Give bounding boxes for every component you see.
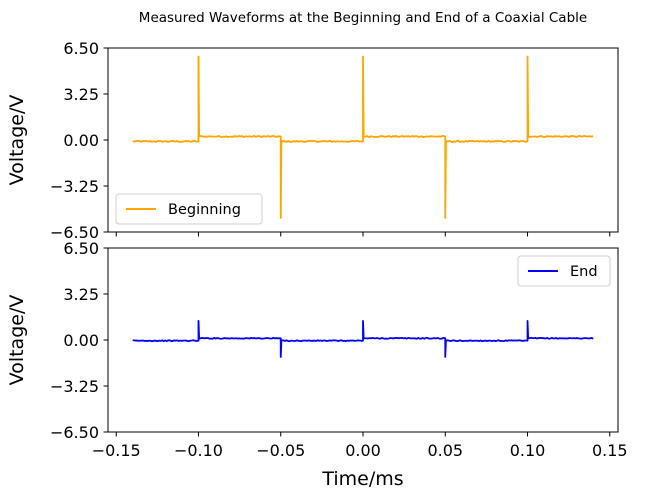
y-tick-label: 3.25: [63, 285, 99, 304]
y-tick-label: 0.00: [63, 331, 99, 350]
y-tick-label: −6.50: [50, 223, 99, 242]
y-tick-label: 3.25: [63, 85, 99, 104]
y-axis-label-bottom: Voltage/V: [6, 295, 28, 386]
y-tick-label: 0.00: [63, 131, 99, 150]
y-tick-label: −3.25: [50, 377, 99, 396]
legend-label: End: [570, 264, 598, 280]
series-line-beginning: [132, 55, 594, 219]
x-axis-label: Time/ms: [321, 468, 403, 490]
x-tick-label: 0.10: [510, 441, 546, 460]
chart-title: Measured Waveforms at the Beginning and …: [139, 10, 587, 26]
x-tick-label: 0.00: [345, 441, 381, 460]
y-axis-label-top: Voltage/V: [6, 95, 28, 186]
x-tick-label: −0.05: [256, 441, 305, 460]
y-tick-label: −3.25: [50, 177, 99, 196]
y-tick-label: −6.50: [50, 423, 99, 442]
legend-label: Beginning: [168, 202, 241, 218]
y-tick-label: 6.50: [63, 239, 99, 258]
series-line-end: [132, 319, 594, 358]
x-tick-label: 0.05: [427, 441, 463, 460]
legend: End: [517, 255, 611, 287]
x-tick-label: 0.15: [592, 441, 628, 460]
x-tick-label: −0.10: [174, 441, 223, 460]
top-panel: 6.50 3.25 0.00 −3.25 −6.50 Beginning: [50, 39, 619, 242]
x-tick-label: −0.15: [92, 441, 141, 460]
bottom-panel: 6.50 3.25 0.00 −3.25 −6.50−0.15 −0.10 −0.05 0.0…: [50, 239, 628, 460]
y-tick-label: 6.50: [63, 39, 99, 58]
legend: Beginning: [115, 193, 263, 225]
